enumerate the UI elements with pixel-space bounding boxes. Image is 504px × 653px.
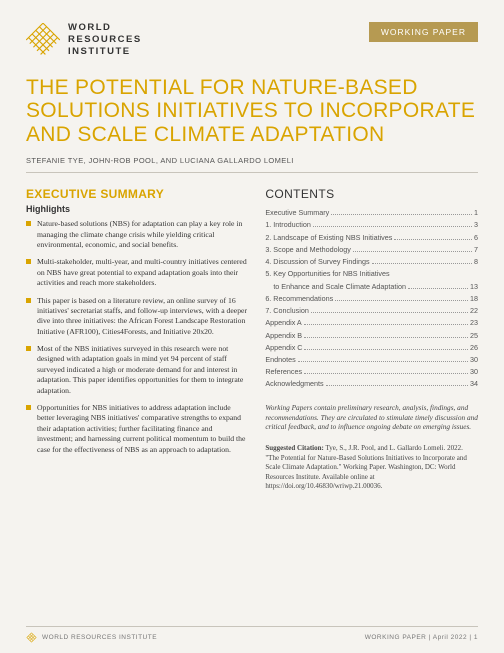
toc-page: 23: [470, 317, 478, 329]
toc-dots: [304, 324, 468, 325]
toc-page: 13: [470, 281, 478, 293]
contents-heading: CONTENTS: [265, 187, 478, 201]
author-line: STEFANIE TYE, JOHN-ROB POOL, AND LUCIANA…: [26, 156, 478, 173]
toc-dots: [353, 251, 472, 252]
highlight-text: Nature-based solutions (NBS) for adaptat…: [37, 219, 249, 250]
toc-label: Executive Summary: [265, 207, 329, 219]
toc-page: 8: [474, 256, 478, 268]
working-paper-badge: WORKING PAPER: [369, 22, 478, 42]
toc-label: Endnotes: [265, 354, 295, 366]
toc-label: 2. Landscape of Existing NBS Initiatives: [265, 232, 392, 244]
highlight-text: Multi-stakeholder, multi-year, and multi…: [37, 257, 249, 288]
toc-page: 22: [470, 305, 478, 317]
toc-page: 3: [474, 219, 478, 231]
bullet-square-icon: [26, 346, 31, 351]
bullet-square-icon: [26, 221, 31, 226]
right-column: CONTENTS Executive Summary11. Introducti…: [265, 187, 478, 491]
toc-page: 18: [470, 293, 478, 305]
toc-dots: [331, 214, 472, 215]
toc-line: 5. Key Opportunities for NBS Initiatives: [265, 268, 478, 280]
toc-line: 7. Conclusion 22: [265, 305, 478, 317]
toc-dots: [311, 312, 468, 313]
org-line3: INSTITUTE: [68, 46, 142, 58]
highlight-text: Opportunities for NBS initiatives to add…: [37, 403, 249, 455]
toc-label: Appendix C: [265, 342, 302, 354]
toc-dots: [304, 373, 468, 374]
wri-footer-icon: [26, 632, 37, 643]
toc-label: Acknowledgments: [265, 378, 323, 390]
toc-line: 1. Introduction 3: [265, 219, 478, 231]
toc-page: 6: [474, 232, 478, 244]
wri-logo-icon: [26, 23, 60, 57]
toc-line: 6. Recommendations 18: [265, 293, 478, 305]
table-of-contents: Executive Summary11. Introduction32. Lan…: [265, 207, 478, 391]
header: WORLD RESOURCES INSTITUTE WORKING PAPER: [26, 22, 478, 58]
toc-page: 30: [470, 354, 478, 366]
toc-label: Appendix A: [265, 317, 301, 329]
toc-line: References 30: [265, 366, 478, 378]
toc-dots: [372, 263, 472, 264]
working-papers-note: Working Papers contain preliminary resea…: [265, 403, 478, 433]
toc-dots: [326, 385, 468, 386]
highlight-text: Most of the NBS initiatives surveyed in …: [37, 344, 249, 396]
executive-summary-heading: EXECUTIVE SUMMARY: [26, 187, 249, 201]
highlight-item: Most of the NBS initiatives surveyed in …: [26, 344, 249, 396]
toc-line: 2. Landscape of Existing NBS Initiatives…: [265, 232, 478, 244]
toc-label: 5. Key Opportunities for NBS Initiatives: [265, 268, 389, 280]
toc-page: 25: [470, 330, 478, 342]
highlights-list: Nature-based solutions (NBS) for adaptat…: [26, 219, 249, 455]
toc-label: to Enhance and Scale Climate Adaptation: [273, 281, 406, 293]
suggested-citation: Suggested Citation: Tye, S., J.R. Pool, …: [265, 444, 478, 491]
toc-dots: [304, 349, 468, 350]
toc-label: 4. Discussion of Survey Findings: [265, 256, 369, 268]
highlight-item: Nature-based solutions (NBS) for adaptat…: [26, 219, 249, 250]
toc-line: 4. Discussion of Survey Findings 8: [265, 256, 478, 268]
org-line2: RESOURCES: [68, 34, 142, 46]
toc-line: Acknowledgments 34: [265, 378, 478, 390]
org-name: WORLD RESOURCES INSTITUTE: [68, 22, 142, 58]
bullet-square-icon: [26, 405, 31, 410]
toc-dots: [304, 337, 468, 338]
highlight-item: Opportunities for NBS initiatives to add…: [26, 403, 249, 455]
toc-line: Appendix C 26: [265, 342, 478, 354]
bullet-square-icon: [26, 298, 31, 303]
page-footer: WORLD RESOURCES INSTITUTE WORKING PAPER …: [26, 626, 478, 643]
footer-right: WORKING PAPER | April 2022 | 1: [365, 634, 478, 641]
toc-line: Endnotes 30: [265, 354, 478, 366]
highlights-label: Highlights: [26, 204, 249, 214]
toc-page: 34: [470, 378, 478, 390]
toc-line: 3. Scope and Methodology 7: [265, 244, 478, 256]
org-line1: WORLD: [68, 22, 142, 34]
toc-dots: [298, 361, 468, 362]
toc-label: 1. Introduction: [265, 219, 311, 231]
toc-page: 30: [470, 366, 478, 378]
toc-dots: [335, 300, 468, 301]
toc-line: Executive Summary 1: [265, 207, 478, 219]
toc-line: Appendix A 23: [265, 317, 478, 329]
left-column: EXECUTIVE SUMMARY Highlights Nature-base…: [26, 187, 249, 491]
footer-org: WORLD RESOURCES INSTITUTE: [42, 634, 157, 641]
highlight-text: This paper is based on a literature revi…: [37, 296, 249, 338]
citation-lead: Suggested Citation:: [265, 444, 324, 452]
toc-label: Appendix B: [265, 330, 302, 342]
toc-page: 1: [474, 207, 478, 219]
org-logo-block: WORLD RESOURCES INSTITUTE: [26, 22, 142, 58]
toc-label: 3. Scope and Methodology: [265, 244, 351, 256]
toc-dots: [408, 288, 468, 289]
toc-line: to Enhance and Scale Climate Adaptation 1…: [265, 281, 478, 293]
page-title: THE POTENTIAL FOR NATURE-BASED SOLUTIONS…: [26, 76, 478, 147]
toc-label: 6. Recommendations: [265, 293, 333, 305]
toc-label: References: [265, 366, 302, 378]
toc-dots: [313, 226, 472, 227]
highlight-item: Multi-stakeholder, multi-year, and multi…: [26, 257, 249, 288]
toc-line: Appendix B 25: [265, 330, 478, 342]
toc-label: 7. Conclusion: [265, 305, 309, 317]
toc-page: 26: [470, 342, 478, 354]
bullet-square-icon: [26, 259, 31, 264]
toc-page: 7: [474, 244, 478, 256]
footer-left: WORLD RESOURCES INSTITUTE: [26, 632, 157, 643]
highlight-item: This paper is based on a literature revi…: [26, 296, 249, 338]
toc-dots: [394, 239, 472, 240]
